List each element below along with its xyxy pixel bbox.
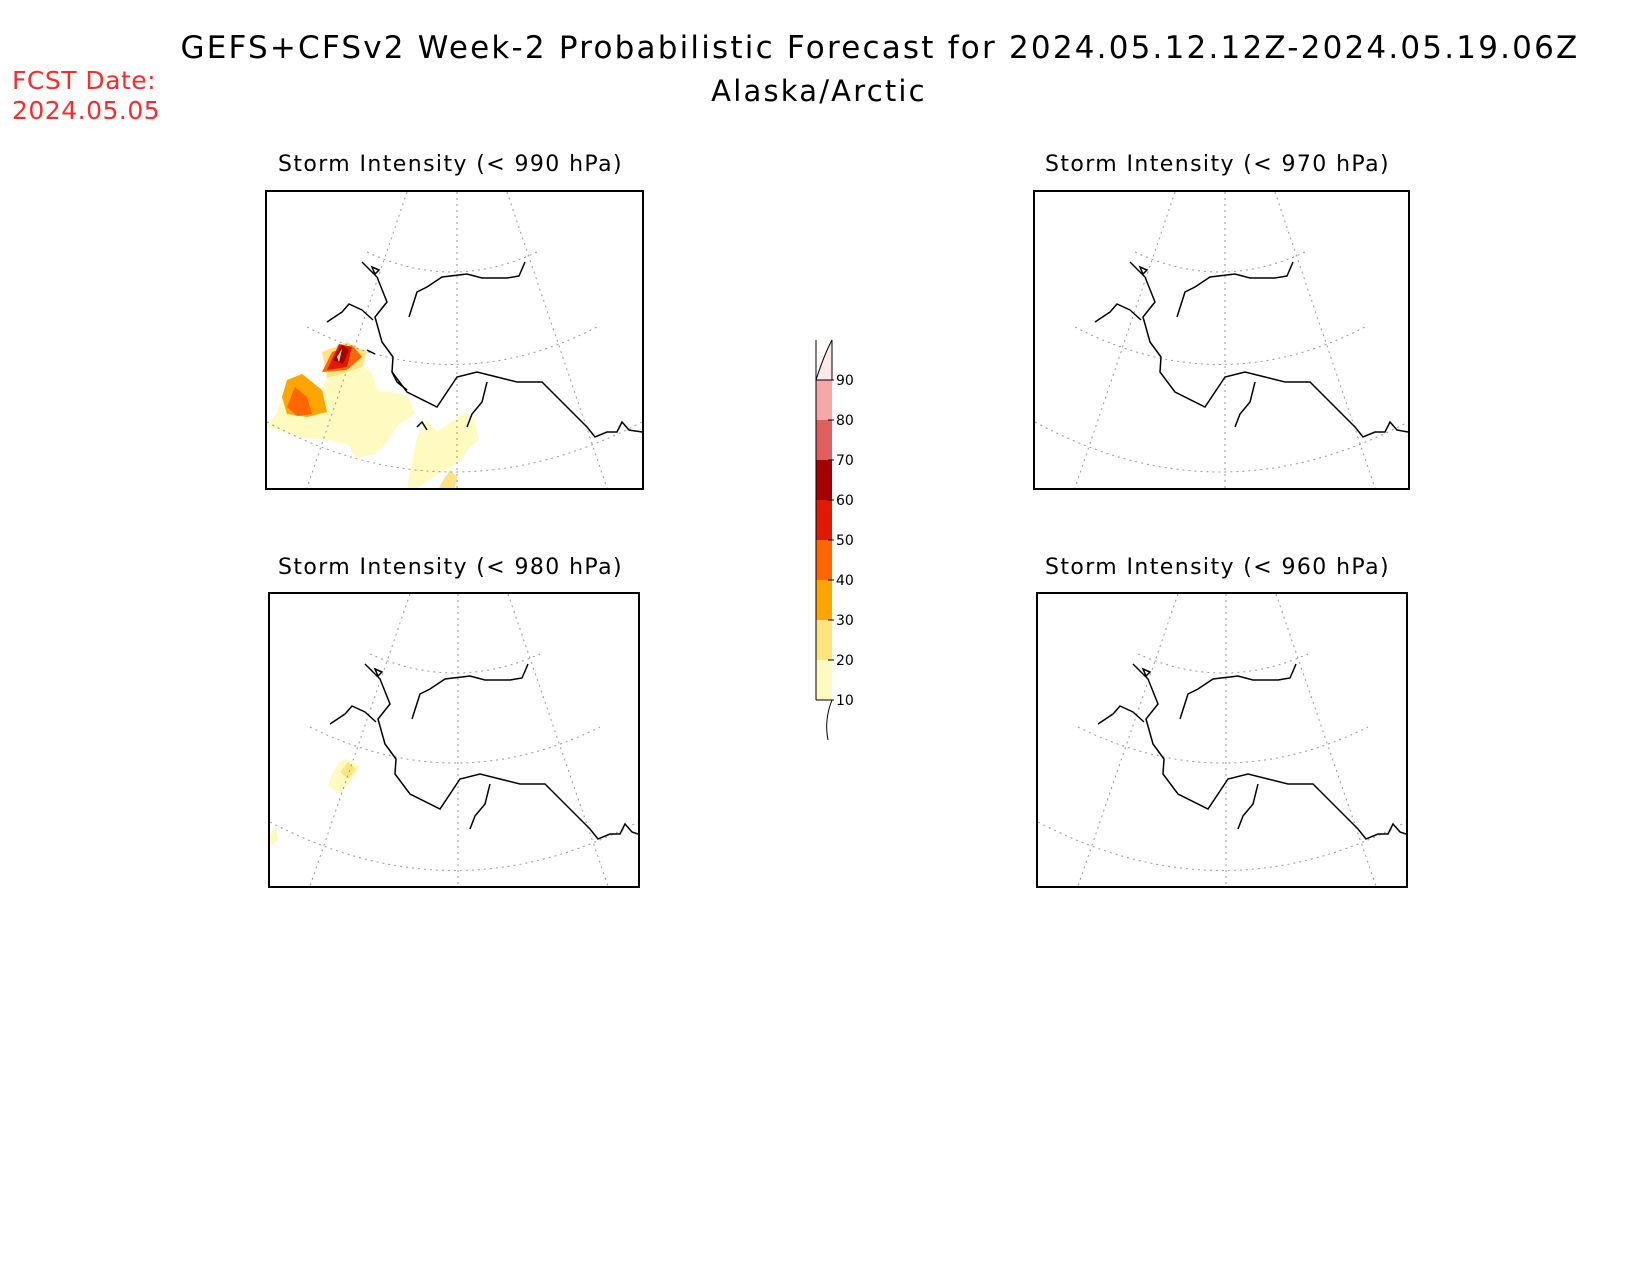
panel-title-970: Storm Intensity (< 970 hPa) xyxy=(1045,152,1390,177)
panel-title-980: Storm Intensity (< 980 hPa) xyxy=(278,555,623,580)
map-panel-990 xyxy=(265,190,644,490)
colorbar-legend: 10 20 30 40 50 60 70 80 90 xyxy=(815,339,854,741)
probability-shading-990 xyxy=(267,342,479,488)
map-990-svg xyxy=(267,192,642,488)
colorbar-segment-2 xyxy=(816,580,832,620)
colorbar-segment-5 xyxy=(816,460,832,500)
coastline-980 xyxy=(329,663,638,840)
colorbar-label-80: 80 xyxy=(836,413,854,429)
colorbar-label-10: 10 xyxy=(836,693,854,709)
colorbar-label-40: 40 xyxy=(836,573,854,589)
panel-title-960: Storm Intensity (< 960 hPa) xyxy=(1045,555,1390,580)
colorbar-segment-3 xyxy=(816,540,832,580)
map-980-svg xyxy=(270,594,638,886)
colorbar-segments xyxy=(815,339,833,741)
map-panel-970 xyxy=(1033,190,1410,490)
coastline-990 xyxy=(326,261,642,438)
colorbar-label-90: 90 xyxy=(836,373,854,389)
graticule-990 xyxy=(267,192,642,488)
graticule-960 xyxy=(1038,594,1406,886)
colorbar-label-30: 30 xyxy=(836,613,854,629)
map-subtitle: Alaska/Arctic xyxy=(711,74,927,108)
map-960-svg xyxy=(1038,594,1406,886)
panel-title-990: Storm Intensity (< 990 hPa) xyxy=(278,152,623,177)
map-title: GEFS+CFSv2 Week-2 Probabilistic Forecast… xyxy=(180,30,1580,66)
coastline-970 xyxy=(1094,261,1408,438)
probability-shading-980 xyxy=(270,759,360,846)
colorbar-labels: 10 20 30 40 50 60 70 80 90 xyxy=(828,373,854,709)
colorbar-segment-6 xyxy=(816,420,832,460)
colorbar-label-60: 60 xyxy=(836,493,854,509)
colorbar-label-70: 70 xyxy=(836,453,854,469)
colorbar-segment-1 xyxy=(816,620,832,660)
graticule-970 xyxy=(1035,192,1408,488)
map-panel-980 xyxy=(268,592,640,888)
colorbar-label-20: 20 xyxy=(836,653,854,669)
map-panel-960 xyxy=(1036,592,1408,888)
colorbar-bottom-tip xyxy=(816,699,833,741)
graticule-980 xyxy=(270,594,638,886)
colorbar-label-50: 50 xyxy=(836,533,854,549)
colorbar-segment-4 xyxy=(816,500,832,540)
coastline-960 xyxy=(1097,663,1406,840)
forecast-date-label: FCST Date: xyxy=(12,66,157,95)
colorbar-segment-0 xyxy=(816,660,832,700)
map-970-svg xyxy=(1035,192,1408,488)
colorbar-segment-8 xyxy=(815,339,833,381)
forecast-date-value: 2024.05.05 xyxy=(12,96,161,125)
colorbar-segment-7 xyxy=(816,380,832,420)
